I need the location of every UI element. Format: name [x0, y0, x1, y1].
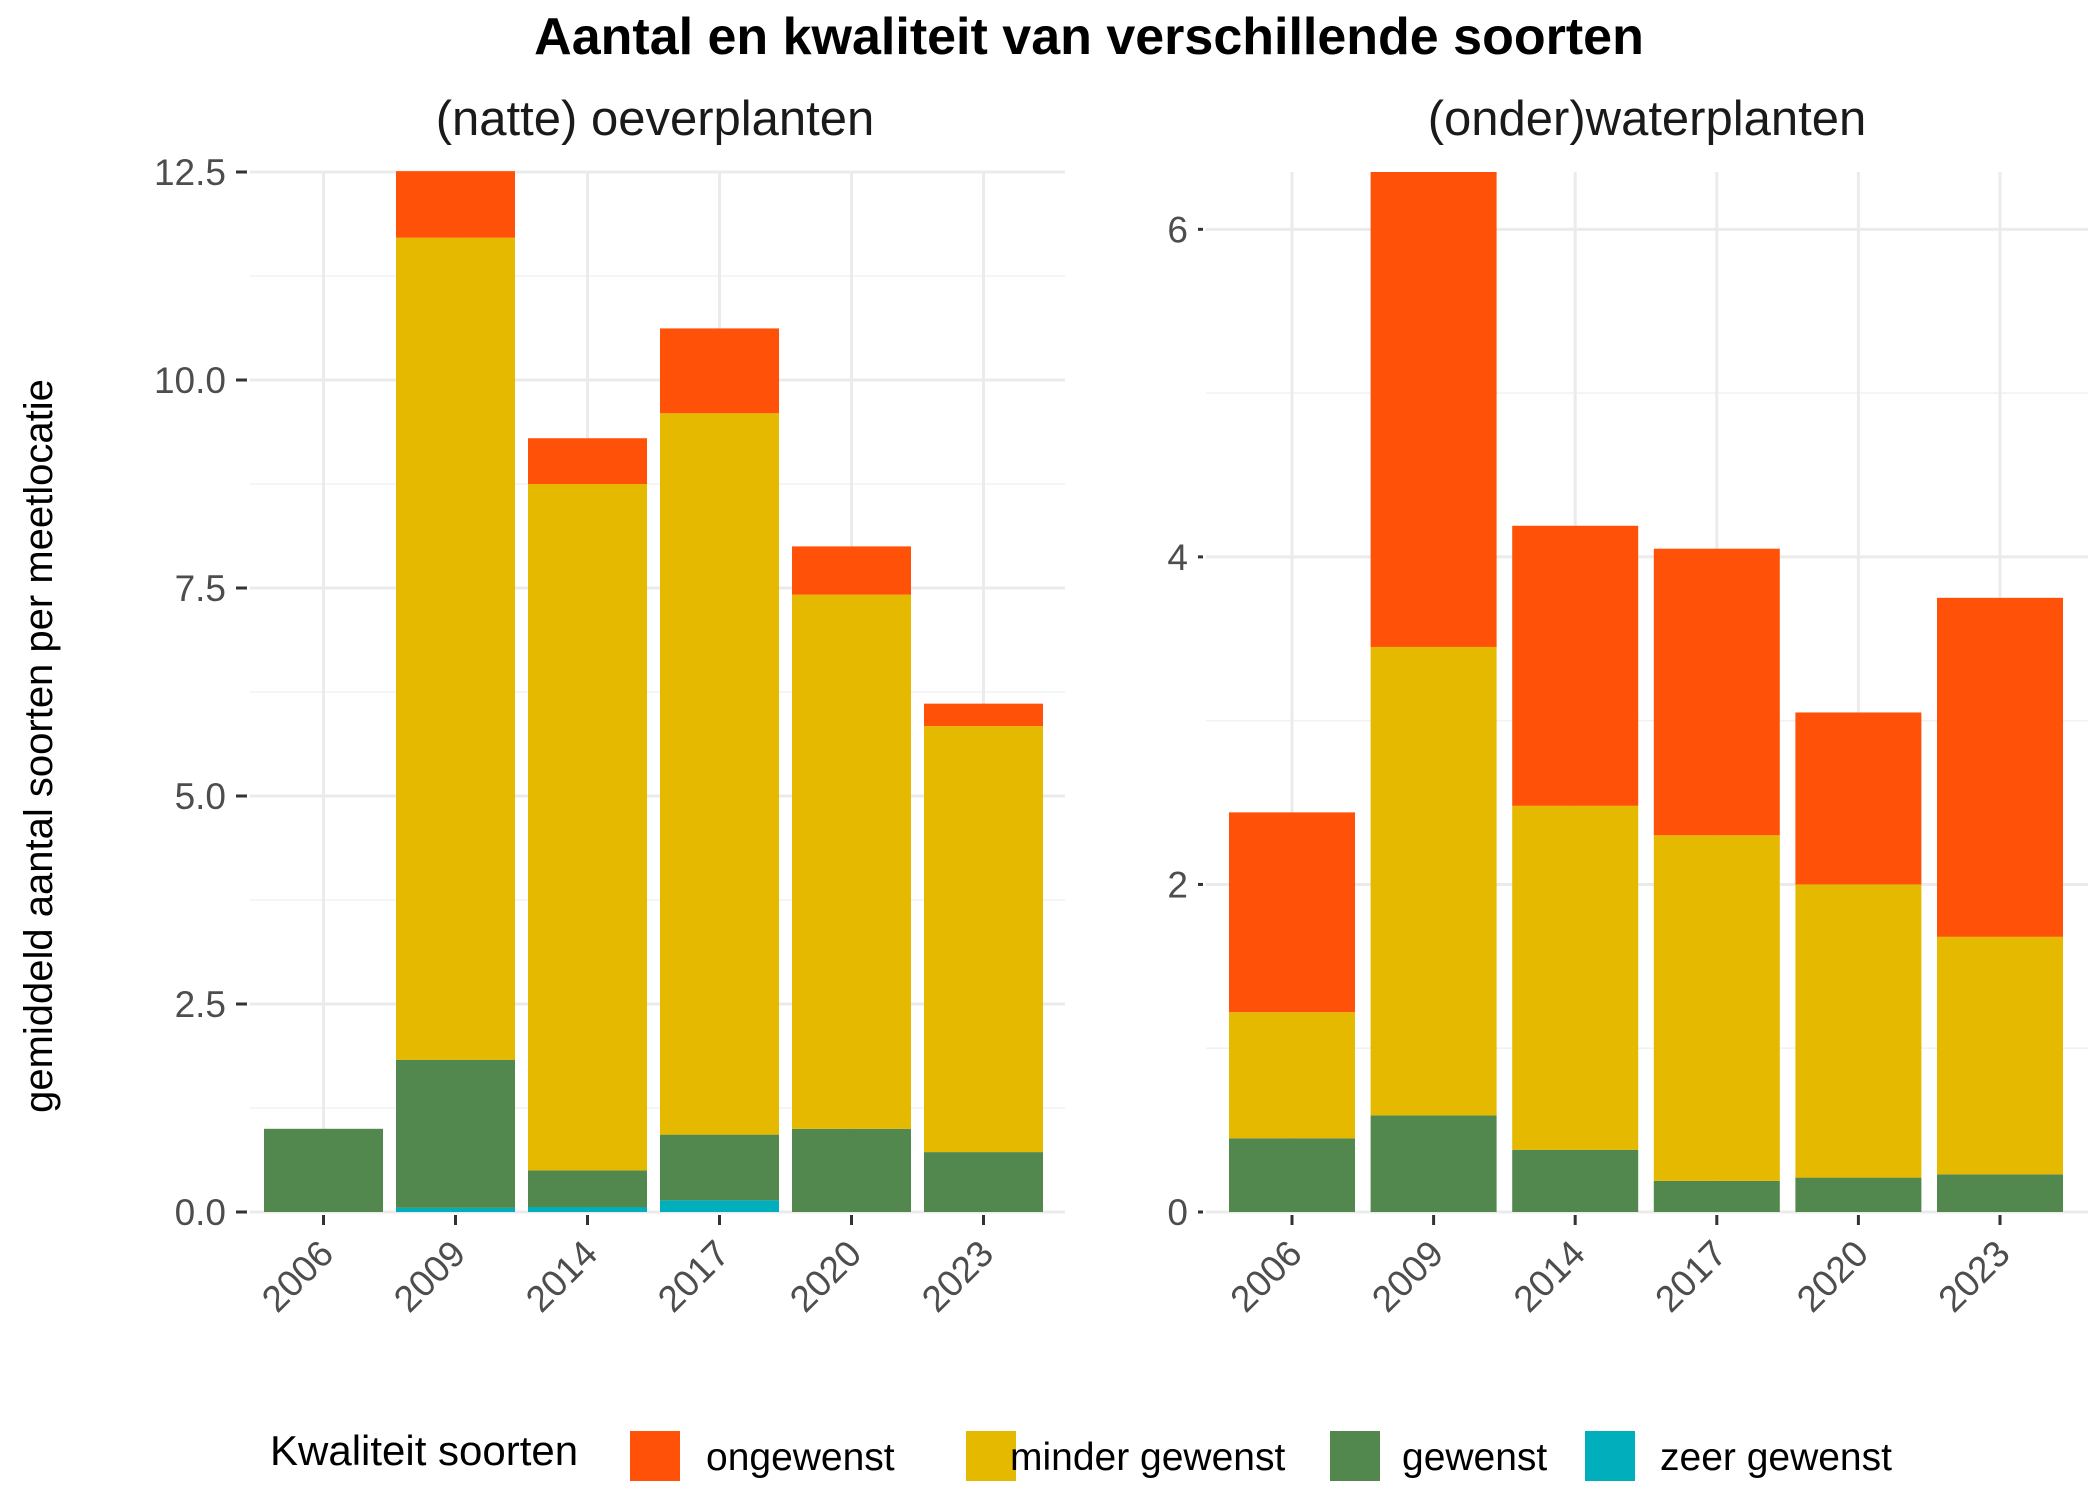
y-tick-label: 0 — [1167, 1192, 1188, 1233]
legend-label-ongewenst: ongewenst — [706, 1436, 895, 1479]
legend-swatch-minder-gewenst — [966, 1431, 1016, 1481]
x-tick-label: 2023 — [1930, 1233, 2017, 1320]
bar-minder-gewenst-2014 — [1512, 805, 1639, 1150]
bar-gewenst-2020 — [1795, 1177, 1922, 1212]
bar-ongewenst-2017 — [1653, 548, 1780, 836]
y-tick-label: 12.5 — [154, 152, 226, 193]
bar-minder-gewenst-2009 — [396, 237, 515, 1060]
x-tick-label: 2014 — [1506, 1233, 1593, 1320]
y-axis: 0.0 2.5 5.0 7.5 10.0 12.5 — [154, 152, 247, 1233]
bar-gewenst-2017 — [660, 1134, 779, 1201]
panel-title-waterplanten: (onder)waterplanten — [1428, 92, 1867, 146]
x-tick-label: 2009 — [386, 1233, 473, 1320]
legend-swatch-zeer-gewenst — [1585, 1431, 1635, 1481]
bar-gewenst-2014 — [528, 1170, 647, 1208]
bar-gewenst-2014 — [1512, 1149, 1639, 1212]
legend-swatch-ongewenst — [630, 1431, 680, 1481]
y-tick-label: 2 — [1167, 864, 1188, 905]
y-tick-label: 5.0 — [175, 776, 226, 817]
legend-item-minder-gewenst: minder gewenst — [966, 1431, 1285, 1481]
bar-zeer-gewenst-2017 — [660, 1200, 779, 1212]
bar-ongewenst-2020 — [1795, 712, 1922, 885]
bar-ongewenst-2023 — [924, 703, 1043, 727]
y-axis-label: gemiddeld aantal soorten per meetlocatie — [17, 379, 61, 1113]
y-tick-label: 10.0 — [154, 360, 226, 401]
bar-gewenst-2006 — [1229, 1138, 1355, 1212]
legend-item-gewenst: gewenst — [1330, 1431, 1547, 1481]
legend-item-ongewenst: ongewenst — [630, 1431, 895, 1481]
bar-ongewenst-2023 — [1937, 597, 2063, 937]
bar-gewenst-2009 — [1370, 1115, 1497, 1212]
bar-zeer-gewenst-2009 — [396, 1207, 515, 1212]
bar-gewenst-2023 — [924, 1152, 1043, 1212]
legend-title: Kwaliteit soorten — [270, 1427, 578, 1474]
x-axis: 2006 2009 2014 2017 2020 2023 — [1222, 1215, 2018, 1320]
x-tick-label: 2006 — [1222, 1233, 1309, 1320]
bar-ongewenst-2014 — [1512, 525, 1639, 806]
bar-gewenst-2009 — [396, 1059, 515, 1208]
panel-oeverplanten: (natte) oeverplanten 0.0 2.5 5.0 7.5 10.0 12.… — [154, 92, 1065, 1320]
bar-minder-gewenst-2006 — [1229, 1012, 1355, 1139]
legend-swatch-gewenst — [1330, 1431, 1380, 1481]
panel-waterplanten: (onder)waterplanten 0 2 4 6 2006 2009 2014 2017… — [1167, 92, 2088, 1320]
bar-gewenst-2017 — [1653, 1180, 1780, 1212]
bar-minder-gewenst-2023 — [1937, 936, 2063, 1175]
legend-label-zeer-gewenst: zeer gewenst — [1660, 1436, 1892, 1479]
chart-title: Aantal en kwaliteit van verschillende so… — [534, 8, 1644, 66]
bar-zeer-gewenst-2014 — [528, 1207, 647, 1212]
legend-label-minder-gewenst: minder gewenst — [1010, 1436, 1285, 1479]
y-tick-label: 4 — [1167, 537, 1188, 578]
bar-ongewenst-2009 — [396, 171, 515, 238]
bar-ongewenst-2017 — [660, 328, 779, 414]
x-tick-label: 2017 — [650, 1233, 737, 1320]
x-tick-label: 2020 — [782, 1233, 869, 1320]
x-tick-label: 2020 — [1789, 1233, 1876, 1320]
bar-ongewenst-2020 — [792, 546, 911, 595]
y-tick-label: 0.0 — [175, 1192, 226, 1233]
bar-minder-gewenst-2020 — [792, 594, 911, 1129]
bar-ongewenst-2006 — [1229, 812, 1355, 1013]
bars — [1229, 172, 2063, 1212]
x-tick-label: 2023 — [914, 1233, 1001, 1320]
x-tick-label: 2006 — [254, 1233, 341, 1320]
bar-minder-gewenst-2017 — [1653, 835, 1780, 1181]
x-axis: 2006 2009 2014 2017 2020 2023 — [254, 1215, 1001, 1320]
legend-label-gewenst: gewenst — [1402, 1436, 1547, 1479]
bar-gewenst-2006 — [264, 1128, 383, 1212]
y-tick-label: 2.5 — [175, 984, 226, 1025]
bar-minder-gewenst-2014 — [528, 484, 647, 1171]
x-tick-label: 2017 — [1647, 1233, 1734, 1320]
bar-minder-gewenst-2023 — [924, 726, 1043, 1153]
panel-title-oeverplanten: (natte) oeverplanten — [436, 92, 875, 146]
legend-item-zeer-gewenst: zeer gewenst — [1585, 1431, 1892, 1481]
y-tick-label: 7.5 — [175, 568, 226, 609]
x-tick-label: 2014 — [518, 1233, 605, 1320]
legend: Kwaliteit soorten ongewenst minder gewen… — [270, 1427, 1892, 1481]
bar-minder-gewenst-2017 — [660, 413, 779, 1135]
bar-gewenst-2023 — [1937, 1174, 2063, 1212]
y-tick-label: 6 — [1167, 209, 1188, 250]
bar-minder-gewenst-2020 — [1795, 884, 1922, 1178]
x-tick-label: 2009 — [1364, 1233, 1451, 1320]
bar-ongewenst-2009 — [1370, 172, 1497, 647]
bar-gewenst-2020 — [792, 1128, 911, 1212]
y-axis: 0 2 4 6 — [1167, 209, 1203, 1233]
bar-minder-gewenst-2009 — [1370, 646, 1497, 1116]
bars — [264, 171, 1043, 1212]
bar-ongewenst-2014 — [528, 438, 647, 484]
